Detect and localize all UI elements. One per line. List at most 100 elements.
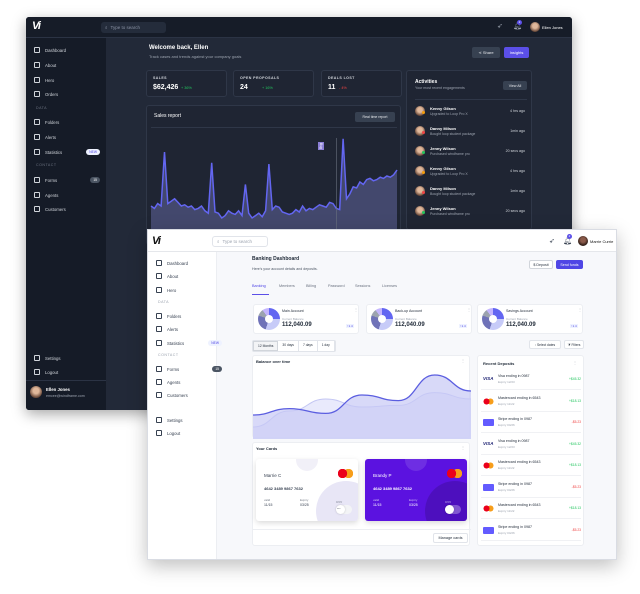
forms-icon [34, 177, 40, 183]
deposit-item[interactable]: Mastercard ending in 6543 Expiry 11/22 +$1… [481, 393, 581, 412]
sidebar-item-forms[interactable]: Forms 15 [34, 177, 100, 183]
avatar[interactable] [578, 236, 588, 246]
insights-button[interactable]: Insights [504, 47, 529, 58]
logout-icon [34, 369, 40, 375]
deposit-expiry: Expiry 11/22 [498, 401, 515, 406]
tab-billing[interactable]: Billing [306, 284, 317, 288]
deposit-item[interactable]: VISA Visa ending in 0987 Expiry 12/23 +$45.… [481, 436, 581, 455]
sidebar-item-dashboard[interactable]: Dashboard [156, 260, 222, 266]
activity-avatar [415, 186, 425, 196]
account-card-main-account[interactable]: Main Account Current Balance 112,040.09 ↑1.… [253, 304, 359, 334]
sidebar-item-hero[interactable]: Hero [156, 287, 222, 293]
sidebar-item-logout[interactable]: Logout [156, 430, 222, 436]
share-button[interactable]: ⋖ Share [472, 47, 500, 58]
activities-title: Activities [415, 79, 438, 85]
more-icon[interactable]: ⋮ [461, 358, 465, 363]
credit-card-brandy-p[interactable]: Brandy P 4642 3489 9867 7632 valid 11/15 Exp… [365, 459, 467, 521]
sidebar-item-agents[interactable]: Agents [156, 379, 222, 385]
range-1-day[interactable]: 1 day [318, 341, 335, 351]
sidebar-item-folders[interactable]: Folders [156, 313, 222, 319]
tab-licenses[interactable]: Licenses [382, 284, 397, 288]
logo: Vi [152, 235, 161, 247]
sidebar-item-orders[interactable]: Orders [34, 91, 100, 97]
tab-members[interactable]: Members [279, 284, 295, 288]
balance-value: 112,040.09 [506, 322, 536, 328]
more-icon[interactable]: ⋮ [578, 307, 582, 312]
activity-item[interactable]: Kenny Gilson Upgraded to Loop Pro X 4 hrs … [415, 104, 525, 122]
stripe-logo-icon [483, 483, 494, 491]
sidebar-item-statistics[interactable]: Statistics NEW [34, 149, 100, 155]
folders-icon [156, 313, 162, 319]
activity-item[interactable]: Jenny Wilson Purchased windframe pro 20 se… [415, 144, 525, 162]
stat-change: + 36% [181, 86, 192, 90]
sidebar-item-customers[interactable]: Customers [156, 392, 222, 398]
deposit-button[interactable]: $ Deposit [529, 260, 553, 269]
activity-item[interactable]: Jenny Wilson Purchased windframe pro 20 se… [415, 204, 525, 222]
range-selector: 12 Months 30 days 7 days 1 day [252, 340, 336, 352]
account-card-savings-account[interactable]: Savings Account Current Balance 112,040.09… [477, 304, 583, 334]
tab-banking[interactable]: Banking [252, 284, 266, 288]
sidebar-item-hero[interactable]: Hero [34, 77, 100, 83]
deposit-item[interactable]: VISA Visa ending in 0987 Expiry 12/23 +$45.… [481, 371, 581, 390]
card-decoration [405, 459, 427, 471]
sidebar-item-about[interactable]: About [156, 273, 222, 279]
activity-item[interactable]: Danny Milson Bought loop student package 1… [415, 124, 525, 142]
status-dot [422, 131, 425, 134]
deposit-amount: +$45.32 [568, 377, 581, 381]
sidebar-item-agents[interactable]: Agents [34, 192, 100, 198]
select-dates-button[interactable]: ▫ Select dates [529, 340, 561, 349]
deposit-item[interactable]: Mastercard ending in 6543 Expiry 11/22 +$1… [481, 457, 581, 476]
activity-name: Jenny Wilson [430, 146, 456, 151]
real-time-report-button[interactable]: Real time report [355, 112, 395, 122]
sidebar: Dashboard About Hero Orders DATA Folders Alert… [26, 38, 106, 410]
credit-card-marrie-c[interactable]: Marrie C 4642 3489 9867 7632 valid 11/15 Exp… [256, 459, 358, 521]
sidebar-item-alerts[interactable]: Alerts [34, 134, 100, 140]
activity-item[interactable]: Kenny Gilson Upgraded to Loop Pro X 4 hrs … [415, 164, 525, 182]
account-card-back-up-account[interactable]: Back-up Account Current Balance 112,040.09… [366, 304, 472, 334]
tab-password[interactable]: Password [328, 284, 345, 288]
range-7-days[interactable]: 7 days [299, 341, 318, 351]
customers-icon [156, 392, 162, 398]
status-dot [422, 211, 425, 214]
sidebar-item-statistics[interactable]: Statistics NEW [156, 340, 222, 346]
rocket-icon[interactable]: ➶ [549, 238, 555, 245]
sidebar-item-logout[interactable]: Logout [34, 369, 100, 375]
sidebar-item-customers[interactable]: Customers [34, 206, 100, 212]
avatar[interactable] [530, 22, 540, 32]
more-icon[interactable]: ⋮ [354, 307, 358, 312]
rocket-icon[interactable]: ➶ [497, 23, 503, 30]
deposit-item[interactable]: Stripe ending in 0987 Expiry 04/26 -$5.23 [481, 522, 581, 541]
bell-icon[interactable]: 🔔︎ [513, 23, 522, 30]
stat-value: 24 [240, 84, 248, 91]
manage-cards-button[interactable]: Manage cards [433, 533, 468, 543]
more-icon[interactable]: ⋮ [573, 360, 577, 365]
deposit-amount: +$45.32 [568, 441, 581, 446]
range-30-days[interactable]: 30 days [278, 341, 299, 351]
user-name[interactable]: Marrie Currie [590, 239, 614, 244]
range-12-months[interactable]: 12 Months [253, 341, 279, 351]
view-all-button[interactable]: View All [503, 81, 527, 90]
tab-sessions[interactable]: Sessions [355, 284, 371, 288]
sidebar-item-forms[interactable]: Forms 15 [156, 366, 222, 372]
sidebar-item-about[interactable]: About [34, 62, 100, 68]
deposit-item[interactable]: Stripe ending in 0987 Expiry 04/26 -$5.23 [481, 414, 581, 433]
calendar-icon: ▫ [534, 342, 537, 347]
more-icon[interactable]: ⋮ [461, 445, 465, 450]
bell-icon[interactable]: 🔔︎ [563, 238, 572, 245]
filters-button[interactable]: ⧩ Filters [564, 340, 584, 349]
sidebar-item-settings[interactable]: Settings [156, 417, 222, 423]
search-input[interactable]: ⌕ Type to search [212, 236, 268, 247]
send-funds-button[interactable]: Send funds [556, 260, 583, 269]
sidebar-item-folders[interactable]: Folders [34, 119, 100, 125]
more-icon[interactable]: ⋮ [467, 307, 471, 312]
sidebar-item-settings[interactable]: Settings [34, 355, 100, 361]
user-name[interactable]: Ellen Jones [542, 25, 563, 30]
activity-item[interactable]: Danny Milson Bought loop student package 1… [415, 184, 525, 202]
search-input[interactable]: ⌕ Type to search [101, 22, 166, 33]
profile-name: Ellen Jones [46, 387, 70, 392]
deposit-item[interactable]: Stripe ending in 0987 Expiry 04/26 -$5.23 [481, 479, 581, 498]
sidebar-item-dashboard[interactable]: Dashboard [34, 47, 100, 53]
sidebar-item-alerts[interactable]: Alerts [156, 326, 222, 332]
share-icon: ⋖ [478, 50, 483, 55]
deposit-item[interactable]: Mastercard ending in 6543 Expiry 11/22 +$1… [481, 500, 581, 519]
